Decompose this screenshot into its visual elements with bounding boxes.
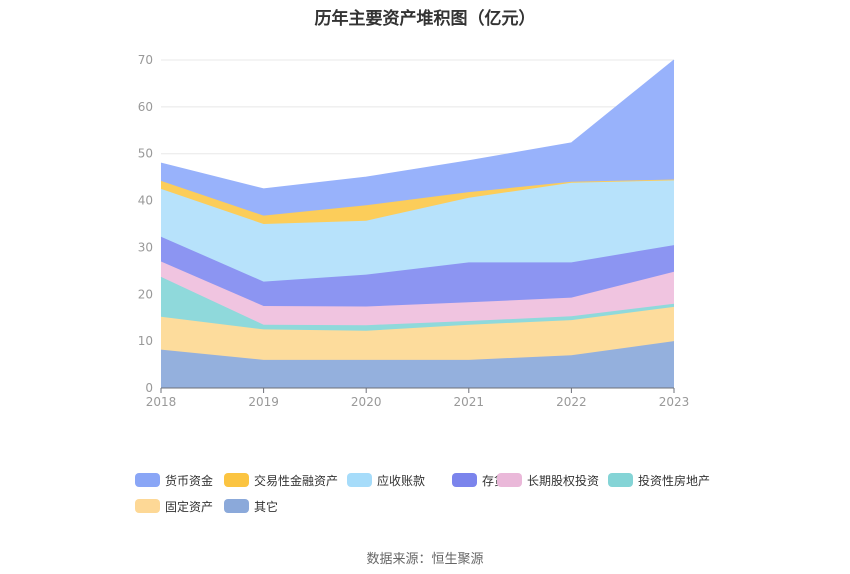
chart-title: 历年主要资产堆积图（亿元） [314,9,536,29]
legend-item[interactable]: 货币资金 [135,472,213,488]
y-tick-label: 60 [138,100,153,114]
legend-item[interactable]: 交易性金融资产 [224,472,338,488]
legend-swatch [347,473,372,487]
legend-label: 其它 [254,499,279,514]
legend-label: 货币资金 [165,473,214,488]
x-tick-label: 2023 [659,395,690,409]
area-series-4 [161,236,674,307]
legend-item[interactable]: 固定资产 [135,498,213,514]
legend-item[interactable]: 投资性房地产 [608,472,710,488]
x-tick-label: 2018 [146,395,177,409]
area-series-0 [161,341,674,388]
area-edge-7 [160,59,675,190]
x-tick-label: 2020 [351,395,382,409]
y-tick-label: 30 [138,240,153,254]
y-tick-label: 10 [138,334,153,348]
legend-label: 交易性金融资产 [254,473,339,488]
legend-swatch [135,499,160,513]
legend-swatch [452,473,477,487]
y-tick-label: 40 [138,194,153,208]
area-series-1 [161,306,674,360]
legend-swatch [224,499,249,513]
area-series-7 [161,60,674,216]
source-note: 数据来源：恒生聚源 [366,552,484,567]
legend-swatch [497,473,522,487]
y-tick-label: 0 [145,381,153,395]
legend-item[interactable]: 应收账款 [347,472,425,488]
legend-swatch [224,473,249,487]
x-tick-label: 2022 [556,395,587,409]
legend-item[interactable]: 其它 [224,498,278,514]
y-tick-label: 70 [138,53,153,67]
legend-swatch [135,473,160,487]
area-layer [160,59,675,388]
axis-layer: 0 10 20 30 40 50 60 70 2018 2019 2020 2021 2022 2023 [138,53,690,409]
legend-label: 投资性房地产 [638,473,711,488]
area-series-3 [161,261,674,326]
legend-label: 长期股权投资 [527,473,600,488]
legend-swatch [608,473,633,487]
area-series-5 [161,180,674,282]
y-tick-label: 50 [138,147,153,161]
y-tick-label: 20 [138,287,153,301]
x-tick-label: 2019 [248,395,279,409]
legend-label: 固定资产 [165,499,214,514]
area-series-6 [161,179,674,224]
x-tick-label: 2021 [454,395,485,409]
legend-item[interactable]: 长期股权投资 [497,472,599,488]
legend-label: 应收账款 [377,473,426,488]
